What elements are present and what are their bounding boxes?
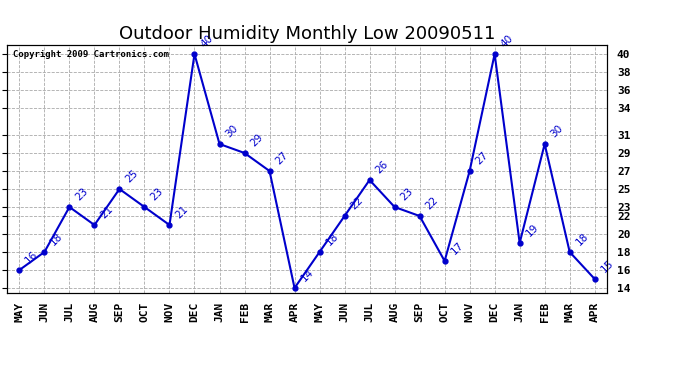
Text: 21: 21 — [174, 204, 190, 221]
Text: 23: 23 — [148, 186, 165, 203]
Text: 30: 30 — [224, 123, 240, 140]
Text: 27: 27 — [274, 150, 290, 167]
Text: 22: 22 — [348, 195, 365, 212]
Text: 18: 18 — [48, 231, 65, 248]
Text: 30: 30 — [549, 123, 565, 140]
Text: 21: 21 — [99, 204, 115, 221]
Text: 18: 18 — [574, 231, 590, 248]
Text: 22: 22 — [424, 195, 440, 212]
Text: 25: 25 — [124, 168, 140, 185]
Text: 23: 23 — [399, 186, 415, 203]
Text: 27: 27 — [474, 150, 490, 167]
Text: 17: 17 — [448, 240, 465, 257]
Text: 40: 40 — [199, 33, 215, 50]
Text: 26: 26 — [374, 159, 390, 176]
Title: Outdoor Humidity Monthly Low 20090511: Outdoor Humidity Monthly Low 20090511 — [119, 26, 495, 44]
Text: 16: 16 — [23, 249, 40, 266]
Text: 18: 18 — [324, 231, 340, 248]
Text: 23: 23 — [74, 186, 90, 203]
Text: Copyright 2009 Cartronics.com: Copyright 2009 Cartronics.com — [13, 50, 169, 59]
Text: 15: 15 — [599, 258, 615, 275]
Text: 29: 29 — [248, 132, 265, 149]
Text: 40: 40 — [499, 33, 515, 50]
Text: 19: 19 — [524, 222, 540, 239]
Text: 14: 14 — [299, 267, 315, 284]
